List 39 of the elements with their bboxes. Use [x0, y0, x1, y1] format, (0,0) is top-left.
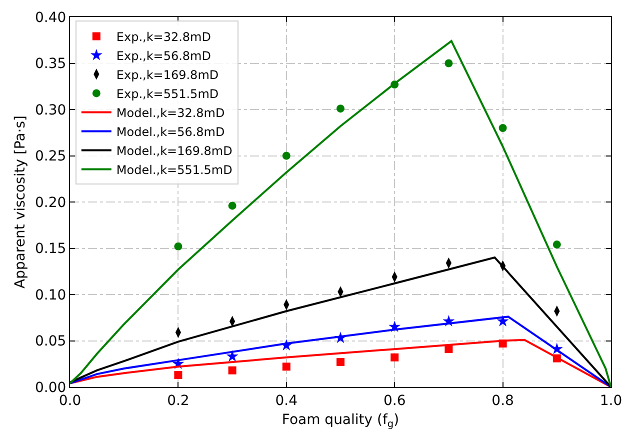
legend-label: Exp.,k=169.8mD	[116, 68, 219, 82]
x-tick-label: 0.2	[167, 392, 190, 409]
point	[228, 202, 236, 210]
point	[444, 59, 453, 68]
point	[174, 242, 182, 250]
point	[552, 240, 561, 249]
legend-label: Exp.,k=56.8mD	[116, 48, 212, 63]
y-tick-label: 0.05	[35, 334, 66, 350]
point	[174, 370, 182, 379]
point	[336, 358, 344, 366]
y-tick-label: 0.25	[35, 148, 66, 165]
point	[336, 104, 344, 113]
legend-label: Model.,k=56.8mD	[116, 124, 225, 139]
x-tick-label: 0.8	[492, 392, 514, 409]
line-series	[70, 316, 611, 387]
legend-label: Model.,k=551.5mD	[116, 162, 232, 177]
x-tick-label: 0.4	[275, 392, 298, 409]
legend-label: Model.,k=32.8mD	[116, 106, 225, 120]
point	[390, 353, 399, 362]
legend-label: Exp.,k=32.8mD	[116, 30, 212, 44]
y-tick-label: 0.40	[35, 10, 66, 26]
legend-label: Exp.,k=551.5mD	[116, 86, 219, 101]
y-tick-label: 0.35	[35, 56, 66, 72]
point	[282, 152, 290, 160]
point	[228, 366, 236, 374]
x-tick-label: 1.0	[600, 392, 622, 409]
point	[226, 350, 238, 362]
x-axis-title: Foam quality (f$_{g}$)	[282, 412, 400, 430]
line-series	[70, 338, 611, 387]
x-tick-label: 0.6	[383, 392, 406, 409]
point	[282, 362, 290, 371]
y-tick-label: 0.20	[35, 194, 66, 211]
point	[496, 315, 509, 326]
legend-label: Model.,k=169.8mD	[116, 144, 232, 158]
y-tick-label: 0.10	[35, 287, 66, 304]
y-tick-label: 0.30	[35, 102, 66, 118]
y-axis-title: Apparent viscosity [Pa·s]	[12, 115, 29, 289]
point	[498, 124, 507, 132]
y-tick-label: 0.15	[35, 241, 66, 258]
